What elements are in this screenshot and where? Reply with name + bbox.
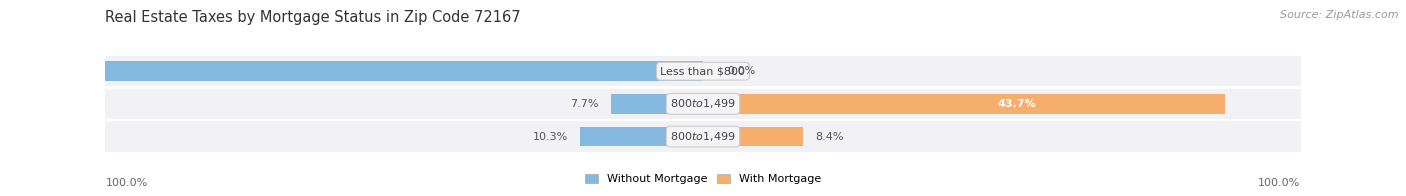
Text: 100.0%: 100.0%: [105, 178, 148, 188]
Text: 10.3%: 10.3%: [533, 132, 568, 142]
Text: 8.4%: 8.4%: [815, 132, 844, 142]
Text: $800 to $1,499: $800 to $1,499: [671, 130, 735, 143]
Text: Less than $800: Less than $800: [661, 66, 745, 76]
Text: 0.0%: 0.0%: [727, 66, 755, 76]
Text: 43.7%: 43.7%: [997, 99, 1036, 109]
Legend: Without Mortgage, With Mortgage: Without Mortgage, With Mortgage: [581, 169, 825, 189]
Text: 7.7%: 7.7%: [571, 99, 599, 109]
Bar: [703, 94, 1225, 114]
Text: 82.1%: 82.1%: [46, 66, 84, 76]
Bar: [703, 127, 803, 146]
Bar: [0, 61, 703, 81]
Text: Source: ZipAtlas.com: Source: ZipAtlas.com: [1281, 10, 1399, 20]
Bar: [579, 127, 703, 146]
Bar: [612, 94, 703, 114]
Text: Real Estate Taxes by Mortgage Status in Zip Code 72167: Real Estate Taxes by Mortgage Status in …: [105, 10, 522, 25]
Text: 100.0%: 100.0%: [1258, 178, 1301, 188]
Text: $800 to $1,499: $800 to $1,499: [671, 97, 735, 110]
